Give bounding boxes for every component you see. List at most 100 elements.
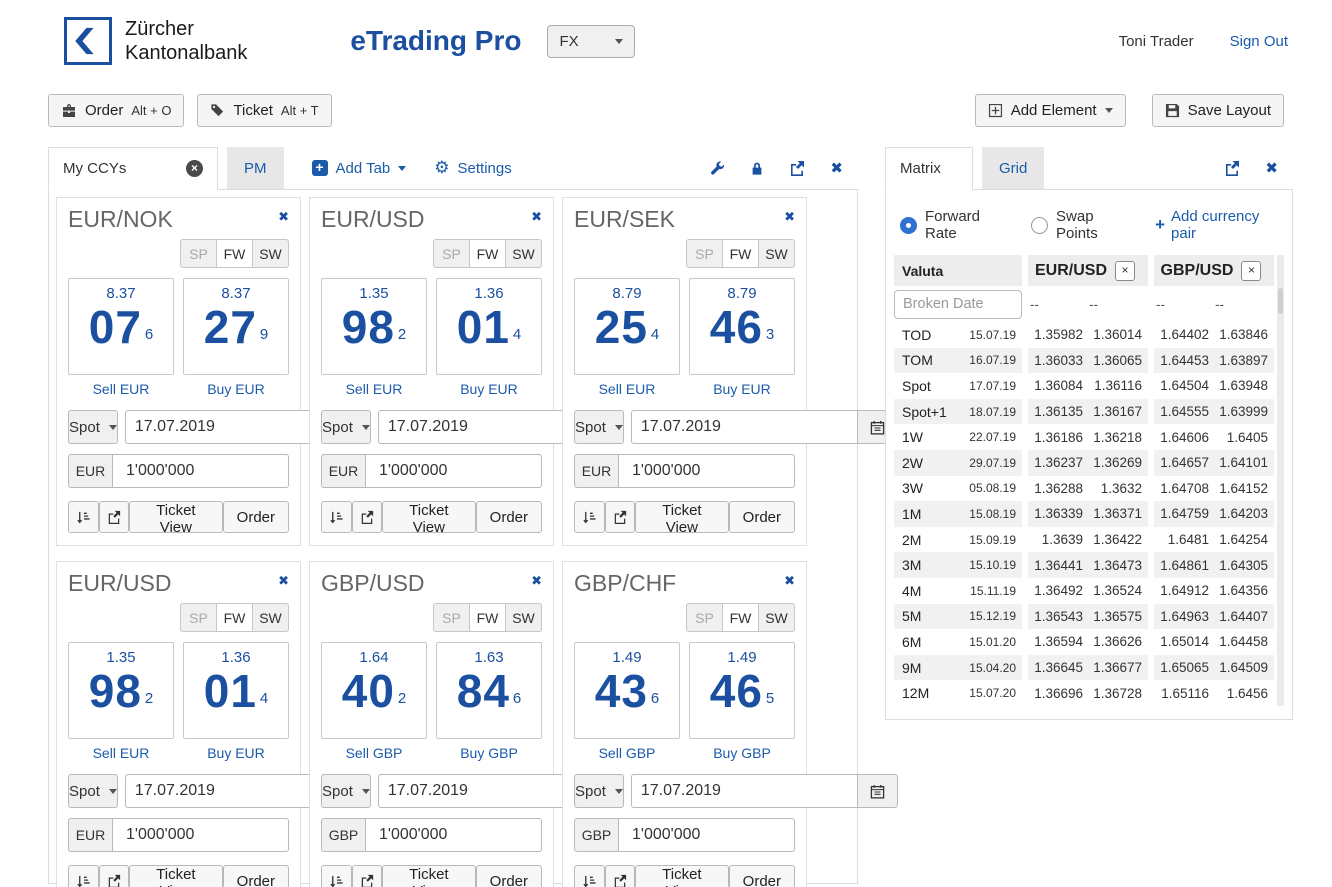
sell-price-button[interactable]: 8.79 25 4 [574, 278, 680, 375]
tab-matrix[interactable]: Matrix [885, 147, 973, 190]
sell-price-button[interactable]: 1.35 98 2 [68, 642, 174, 739]
sort-button[interactable] [574, 865, 605, 887]
amount-input[interactable] [619, 818, 795, 852]
remove-column-icon[interactable]: × [1115, 260, 1135, 281]
amount-input[interactable] [366, 454, 542, 488]
ticket-view-button[interactable]: Ticket View [382, 865, 476, 887]
calendar-button[interactable] [856, 774, 898, 808]
ticket-view-button[interactable]: Ticket View [129, 501, 223, 536]
order-tile-button[interactable]: Order [475, 501, 542, 533]
sp-button[interactable]: SP [686, 603, 723, 632]
sw-button[interactable]: SW [252, 239, 289, 268]
ticket-button[interactable]: Ticket Alt + T [197, 94, 332, 127]
sell-price-button[interactable]: 1.49 43 6 [574, 642, 680, 739]
amount-input[interactable] [113, 454, 289, 488]
popout-tile-button[interactable] [351, 865, 383, 887]
module-select[interactable]: FX [547, 24, 636, 58]
buy-price-button[interactable]: 8.79 46 3 [689, 278, 795, 375]
fw-button[interactable]: FW [722, 603, 759, 632]
sw-button[interactable]: SW [252, 603, 289, 632]
tenor-select[interactable]: Spot [68, 410, 118, 444]
lock-icon[interactable] [750, 161, 764, 176]
order-tile-button[interactable]: Order [475, 865, 542, 887]
close-tile-icon[interactable]: ✖ [531, 573, 542, 588]
ticket-view-button[interactable]: Ticket View [635, 865, 729, 887]
sell-price-button[interactable]: 1.35 98 2 [321, 278, 427, 375]
add-tab-button[interactable]: + Add Tab [311, 160, 407, 177]
buy-price-button[interactable]: 1.36 01 4 [436, 278, 542, 375]
ticket-view-button[interactable]: Ticket View [635, 501, 729, 536]
fw-button[interactable]: FW [216, 603, 253, 632]
order-tile-button[interactable]: Order [222, 865, 289, 887]
save-layout-button[interactable]: Save Layout [1151, 94, 1284, 127]
buy-price-button[interactable]: 8.37 27 9 [183, 278, 289, 375]
sort-button[interactable] [68, 501, 99, 533]
value-date-input[interactable] [630, 774, 857, 808]
tab-close-icon[interactable]: × [186, 160, 203, 177]
amount-input[interactable] [619, 454, 795, 488]
ticket-view-button[interactable]: Ticket View [382, 501, 476, 536]
close-tile-icon[interactable]: ✖ [784, 209, 795, 224]
scrollbar-thumb[interactable] [1278, 288, 1283, 314]
close-panel-icon[interactable]: ✖ [1265, 160, 1278, 177]
close-tile-icon[interactable]: ✖ [278, 209, 289, 224]
settings-button[interactable]: ⚙ Settings [434, 158, 511, 178]
forward-rate-radio[interactable] [900, 216, 917, 234]
buy-price-button[interactable]: 1.36 01 4 [183, 642, 289, 739]
order-tile-button[interactable]: Order [222, 501, 289, 533]
value-date-input[interactable] [630, 410, 857, 444]
fw-button[interactable]: FW [469, 603, 506, 632]
amount-input[interactable] [113, 818, 289, 852]
tenor-select[interactable]: Spot [574, 774, 624, 808]
fw-button[interactable]: FW [469, 239, 506, 268]
popout-tile-button[interactable] [98, 865, 130, 887]
sign-out-link[interactable]: Sign Out [1229, 32, 1288, 50]
close-tile-icon[interactable]: ✖ [531, 209, 542, 224]
buy-price-button[interactable]: 1.63 84 6 [436, 642, 542, 739]
sp-button[interactable]: SP [686, 239, 723, 268]
sp-button[interactable]: SP [180, 603, 217, 632]
tenor-select[interactable]: Spot [321, 774, 371, 808]
buy-price-button[interactable]: 1.49 46 5 [689, 642, 795, 739]
sp-button[interactable]: SP [433, 239, 470, 268]
sort-button[interactable] [321, 501, 352, 533]
tenor-select[interactable]: Spot [321, 410, 371, 444]
order-tile-button[interactable]: Order [728, 501, 795, 533]
ticket-view-button[interactable]: Ticket View [129, 865, 223, 887]
close-tile-icon[interactable]: ✖ [278, 573, 289, 588]
fw-button[interactable]: FW [216, 239, 253, 268]
sell-price-button[interactable]: 1.64 40 2 [321, 642, 427, 739]
order-button[interactable]: Order Alt + O [48, 94, 185, 127]
order-tile-button[interactable]: Order [728, 865, 795, 887]
popout-tile-button[interactable] [98, 501, 130, 533]
tab-grid[interactable]: Grid [982, 147, 1045, 189]
popout-icon[interactable] [789, 160, 805, 176]
add-currency-pair-link[interactable]: + Add currency pair [1155, 208, 1280, 242]
close-tile-icon[interactable]: ✖ [784, 573, 795, 588]
sell-price-button[interactable]: 8.37 07 6 [68, 278, 174, 375]
tenor-select[interactable]: Spot [68, 774, 118, 808]
sw-button[interactable]: SW [505, 239, 542, 268]
sw-button[interactable]: SW [758, 239, 795, 268]
sort-button[interactable] [321, 865, 352, 887]
popout-tile-button[interactable] [351, 501, 383, 533]
tab-my-ccys[interactable]: My CCYs × [48, 147, 218, 190]
wrench-icon[interactable] [710, 160, 725, 176]
close-panel-icon[interactable]: ✖ [830, 160, 843, 177]
sort-button[interactable] [574, 501, 605, 533]
sort-button[interactable] [68, 865, 99, 887]
amount-input[interactable] [366, 818, 542, 852]
swap-points-radio[interactable] [1031, 216, 1049, 234]
tab-pm[interactable]: PM [227, 147, 284, 189]
sp-button[interactable]: SP [433, 603, 470, 632]
broken-date-input[interactable] [894, 289, 1022, 319]
sw-button[interactable]: SW [758, 603, 795, 632]
popout-tile-button[interactable] [604, 501, 636, 533]
popout-icon[interactable] [1224, 160, 1240, 176]
popout-tile-button[interactable] [604, 865, 636, 887]
sp-button[interactable]: SP [180, 239, 217, 268]
add-element-button[interactable]: Add Element [974, 94, 1126, 127]
fw-button[interactable]: FW [722, 239, 759, 268]
sw-button[interactable]: SW [505, 603, 542, 632]
tenor-select[interactable]: Spot [574, 410, 624, 444]
